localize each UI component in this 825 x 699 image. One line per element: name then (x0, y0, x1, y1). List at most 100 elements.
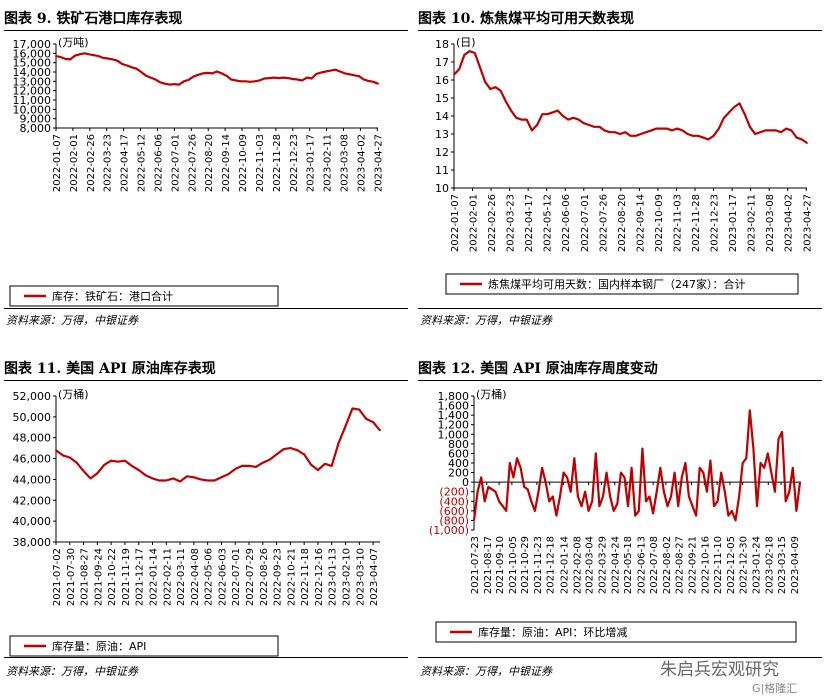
x-tick-label: 2021-09-24 (93, 548, 104, 606)
data-point (458, 68, 461, 71)
data-point (645, 500, 647, 503)
data-point (235, 79, 237, 82)
y-tick-label: 14,000 (13, 66, 52, 79)
data-point (317, 469, 319, 471)
data-point (261, 461, 264, 464)
x-tick-label: 2022-02-01 (469, 194, 480, 252)
x-tick-label: 2022-11-03 (672, 194, 683, 252)
chart-title: 图表 9. 铁矿石港口库存表现 (4, 11, 183, 27)
x-tick-label: 2022-05-18 (623, 536, 634, 594)
data-point (473, 519, 475, 522)
y-tick-label: 0 (462, 476, 469, 489)
data-point (254, 80, 256, 83)
data-point (691, 134, 694, 137)
data-point (367, 80, 370, 82)
x-tick-label: 2023-02-10 (342, 548, 353, 606)
x-tick-label: 2022-07-26 (187, 134, 198, 192)
data-point (759, 131, 762, 134)
data-point (272, 76, 275, 79)
data-point (702, 136, 705, 139)
x-tick-label: 2022-11-28 (272, 134, 283, 192)
data-point (530, 500, 533, 503)
data-point (650, 129, 653, 132)
data-point (277, 77, 280, 79)
x-tick-label: 2022-08-02 (662, 536, 673, 594)
data-point (799, 481, 801, 483)
data-point (303, 453, 306, 456)
data-point (702, 471, 705, 474)
data-point (165, 479, 168, 482)
x-tick-label: 2021-07-02 (52, 548, 63, 606)
data-point (78, 53, 81, 56)
data-point (665, 127, 668, 130)
y-tick-label: (600) (439, 505, 469, 518)
source-note: 资料来源：万得，中银证券 (6, 314, 138, 327)
data-point (463, 53, 466, 56)
data-point (582, 122, 585, 125)
data-point (591, 500, 594, 503)
data-point (544, 481, 547, 483)
legend-label: 库存量：原油：API：环比增减 (478, 625, 627, 639)
data-point (519, 466, 522, 469)
data-point (541, 466, 543, 469)
unit-label: (万吨) (58, 36, 89, 49)
data-point (566, 476, 568, 479)
y-tick-label: 18 (435, 38, 449, 51)
data-point (348, 73, 351, 76)
unit-label: (日) (456, 36, 476, 49)
x-tick-label: 2022-12-30 (739, 536, 750, 594)
data-point (671, 129, 673, 132)
x-tick-label: 2022-02-01 (69, 134, 80, 192)
x-tick-label: 2023-04-02 (356, 134, 367, 192)
y-tick-label: 1,200 (438, 419, 470, 432)
data-point (752, 447, 755, 450)
data-point (770, 471, 773, 474)
data-point (216, 70, 218, 73)
unit-label: (万桶) (58, 387, 89, 401)
x-tick-label: 2022-11-18 (300, 548, 311, 606)
data-point (520, 118, 523, 121)
data-point (738, 495, 740, 498)
data-point (790, 129, 793, 132)
data-point (325, 70, 327, 73)
source-rule (418, 657, 822, 658)
x-tick-label: 2022-11-28 (691, 194, 702, 252)
data-point (75, 461, 78, 464)
data-point (96, 472, 99, 475)
data-point (234, 468, 237, 470)
data-point (315, 73, 318, 75)
title-rule (4, 30, 408, 31)
legend-label: 库存：铁矿石：港口合计 (52, 289, 173, 303)
data-point (577, 118, 580, 121)
data-point (268, 77, 270, 79)
data-point (130, 66, 133, 69)
data-point (324, 462, 326, 465)
data-point (69, 58, 72, 61)
data-point (759, 462, 762, 464)
x-tick-label: 2022-09-14 (221, 134, 232, 192)
data-point (164, 82, 166, 85)
data-point (179, 480, 182, 483)
data-point (769, 129, 772, 132)
data-point (634, 134, 637, 137)
data-point (716, 500, 719, 503)
data-point (593, 125, 596, 128)
x-tick-label: 2022-07-01 (231, 548, 242, 606)
x-tick-label: 2023-04-27 (802, 194, 813, 252)
y-tick-label: 12,000 (13, 85, 52, 98)
data-point (720, 471, 723, 474)
title-rule (418, 380, 822, 381)
data-point (126, 64, 128, 67)
data-point (201, 72, 204, 75)
data-point (551, 495, 554, 498)
data-point (534, 510, 536, 512)
data-point (630, 466, 633, 469)
data-point (785, 127, 788, 130)
data-point (499, 89, 502, 92)
data-point (777, 438, 780, 440)
data-point (623, 476, 626, 479)
x-tick-label: 2023-03-15 (777, 536, 788, 594)
data-point (159, 81, 162, 84)
x-tick-label: 2022-07-08 (649, 536, 660, 594)
data-point (712, 134, 715, 137)
